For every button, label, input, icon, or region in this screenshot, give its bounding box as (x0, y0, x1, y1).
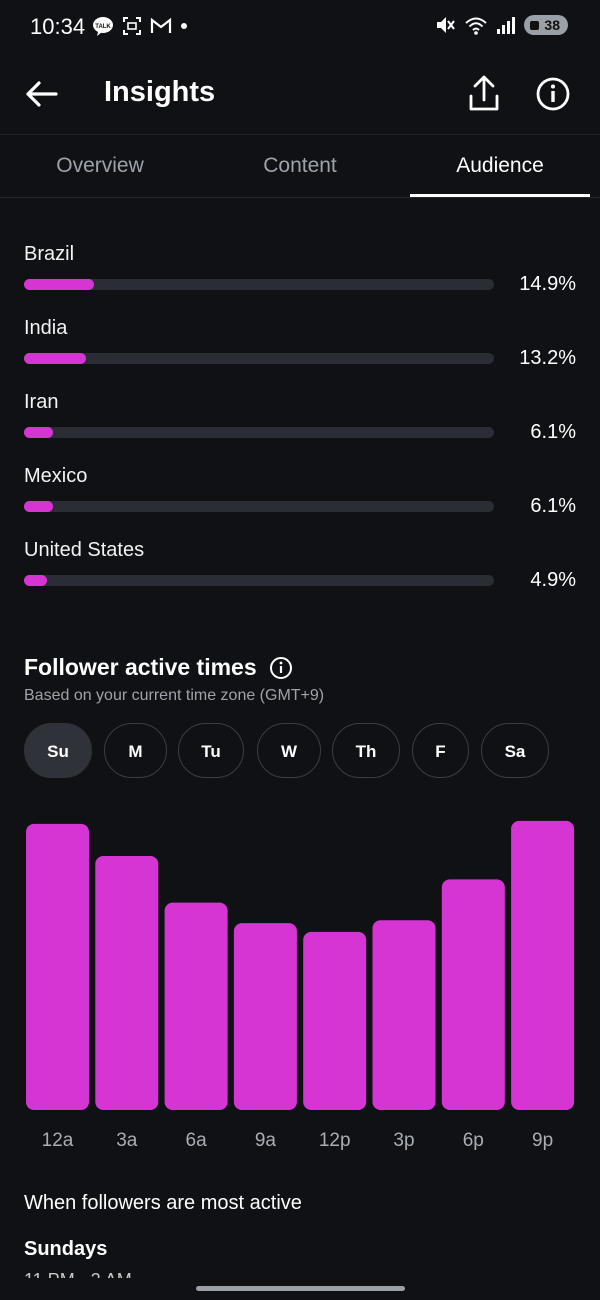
back-button[interactable] (18, 70, 66, 118)
country-row: India 13.2% (0, 317, 600, 391)
country-percent: 6.1% (530, 421, 576, 443)
country-bar-fill (24, 279, 95, 290)
country-bar-fill (24, 501, 53, 512)
mute-icon (437, 17, 456, 33)
country-name: India (24, 317, 68, 339)
most-active-title: When followers are most active (24, 1192, 302, 1214)
share-icon (469, 75, 499, 111)
chart-bar-3a[interactable] (95, 855, 159, 1110)
info-icon (536, 77, 570, 111)
day-chip-monday[interactable]: M (104, 723, 167, 778)
chart-tick-label: 12p (319, 1130, 351, 1151)
chart-bar-6p[interactable] (441, 879, 505, 1110)
active-times-heading: Follower active times (24, 654, 293, 681)
country-percent: 14.9% (519, 273, 576, 295)
most-active-time: 11 PM - 2 AM (24, 1270, 132, 1278)
kakaotalk-icon: TALK (93, 17, 113, 36)
chart-bar-3p[interactable] (372, 920, 436, 1110)
chart-tick-label: 9a (255, 1130, 277, 1151)
chart-bar-9p[interactable] (511, 820, 575, 1110)
chart-bar-6a[interactable] (164, 902, 228, 1110)
country-percent: 4.9% (530, 569, 576, 591)
country-row: Iran 6.1% (0, 391, 600, 465)
home-indicator[interactable] (196, 1286, 405, 1291)
chart-tick-label: 9p (532, 1130, 553, 1151)
svg-text:TALK: TALK (95, 24, 111, 30)
country-row: Mexico 6.1% (0, 465, 600, 539)
info-button[interactable] (529, 70, 577, 118)
chart-tick-label: 3a (116, 1130, 138, 1151)
country-row: Brazil 14.9% (0, 243, 600, 317)
screenshot-icon (123, 17, 141, 35)
chart-tick-label: 6p (463, 1130, 484, 1151)
status-bar: 10:34 TALK (0, 0, 600, 56)
active-times-chart: 12a 3a 6a 9a 12p 3p 6p 9p (26, 820, 575, 1151)
back-arrow-icon (26, 81, 58, 107)
country-bar-track (24, 279, 494, 290)
day-chip-friday[interactable]: F (412, 723, 469, 778)
country-name: Mexico (24, 465, 88, 487)
wifi-icon (465, 17, 488, 35)
chart-bar-9a[interactable] (233, 923, 297, 1110)
chart-bar-12p[interactable] (303, 931, 367, 1110)
country-bar-track (24, 427, 494, 438)
chart-bar-12a[interactable] (26, 823, 89, 1110)
chart-tick-label: 3p (393, 1130, 414, 1151)
day-chip-wednesday[interactable]: W (257, 723, 321, 778)
country-bar-fill (24, 575, 48, 586)
status-time: 10:34 (30, 14, 86, 39)
country-bar-track (24, 501, 494, 512)
insights-tabs: Overview Content Audience (0, 134, 600, 198)
share-button[interactable] (460, 70, 508, 118)
country-row: United States 4.9% (0, 539, 600, 613)
country-bar-fill (24, 427, 53, 438)
active-times-subtitle: Based on your current time zone (GMT+9) (24, 687, 325, 704)
country-name: United States (24, 539, 145, 561)
tab-overview[interactable]: Overview (56, 154, 144, 177)
country-percent: 13.2% (519, 347, 576, 369)
tab-content[interactable]: Content (263, 154, 337, 177)
gmail-icon (150, 17, 172, 33)
notification-icons: TALK (92, 16, 188, 36)
country-percent: 6.1% (530, 495, 576, 517)
day-chip-saturday[interactable]: Sa (481, 723, 549, 778)
top-app-bar: Insights (0, 56, 600, 134)
chart-tick-label: 12a (42, 1130, 74, 1151)
active-times-title: Follower active times (24, 654, 257, 680)
most-active-day: Sundays (24, 1238, 108, 1260)
info-icon[interactable] (269, 656, 293, 680)
country-name: Brazil (24, 243, 75, 265)
dot-icon (181, 23, 187, 29)
signal-icon (497, 17, 516, 34)
day-chip-sunday[interactable]: Su (24, 723, 92, 778)
country-bar-track (24, 575, 494, 586)
day-chip-tuesday[interactable]: Tu (178, 723, 244, 778)
country-name: Iran (24, 391, 59, 413)
battery-indicator: 38 (524, 15, 568, 35)
country-bar-fill (24, 353, 87, 364)
chart-tick-label: 6a (186, 1130, 208, 1151)
day-chip-thursday[interactable]: Th (332, 723, 400, 778)
page-title: Insights (104, 76, 216, 108)
tab-audience[interactable]: Audience (410, 135, 590, 197)
country-bar-track (24, 353, 494, 364)
system-icons: 38 (434, 14, 568, 36)
